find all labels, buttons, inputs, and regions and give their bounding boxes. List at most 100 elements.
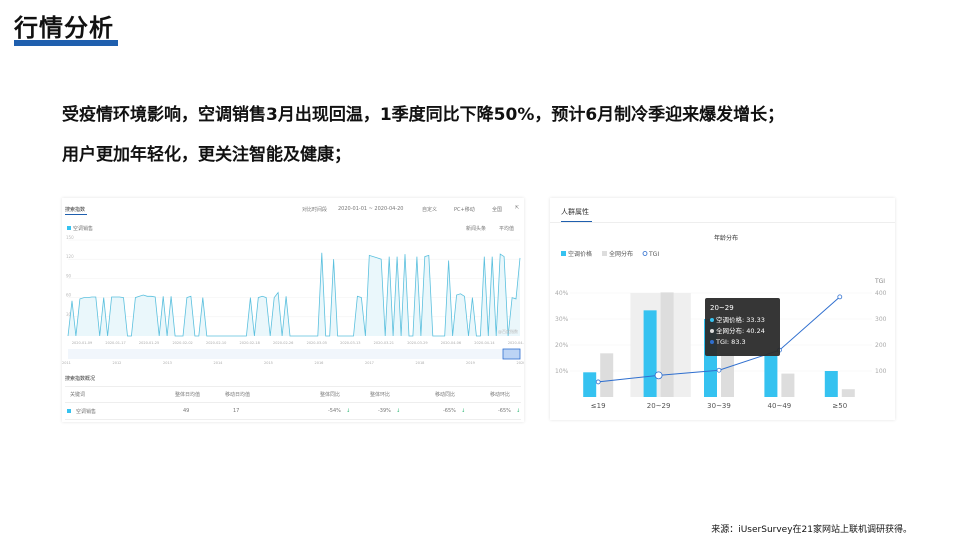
y-tick-label: 30% [555, 316, 569, 323]
region-select[interactable]: 全国 [492, 207, 503, 213]
summary-line-1: 受疫情环境影响，空调销售3月出现回温，1季度同比下降50%，预计6月制冷季迎来爆… [62, 105, 785, 125]
summary-table: 关键词 整体日均值 移动日均值 整体同比 整体环比 移动同比 移动环比 空调销售 49 17 -54… [65, 386, 521, 420]
tooltip-item: 空调价格: 33.33 [716, 315, 765, 324]
source-note: 来源：iUserSurvey在21家网站上联机调研获得。 [711, 525, 912, 535]
tooltip-dot [710, 318, 714, 322]
bar-b [841, 389, 855, 397]
compare-checkbox[interactable]: 对比时间段 [302, 207, 328, 213]
tab-crowd-attribute[interactable]: 人群属性 [561, 208, 589, 216]
year-label: 2016 [315, 361, 324, 365]
x-tick-label: 2020-03-21 [374, 341, 394, 345]
news-checkbox[interactable]: 新闻头条 [466, 226, 487, 232]
table-header: 关键词 [70, 392, 86, 398]
tooltip-item: 全网分布: 40.24 [716, 326, 765, 335]
legend-swatch [602, 251, 607, 256]
series-area [68, 252, 520, 336]
table-header: 移动环比 [490, 392, 511, 398]
y-tick-label: 10% [555, 368, 569, 375]
x-tick-label: ≤19 [591, 402, 606, 410]
x-tick-label: 20~29 [647, 402, 671, 410]
bar-b [660, 292, 674, 397]
tooltip-dot [710, 340, 714, 344]
y-tick-label: 120 [66, 254, 74, 259]
down-arrow-icon: ↓ [461, 408, 466, 414]
mode-select[interactable]: 自定义 [422, 207, 438, 213]
table-cell: -65% [498, 408, 511, 414]
legend-swatch [67, 409, 71, 413]
x-tick-label: 2020-04-20 [508, 341, 524, 345]
year-label: 2020 [517, 361, 525, 365]
summary-line-2: 用户更加年轻化，更关注智能及健康； [62, 145, 351, 165]
x-tick-label: 2020-03-13 [340, 341, 360, 345]
chart-title: 年龄分布 [714, 234, 738, 242]
legend-label[interactable]: 空调销售 [73, 226, 94, 232]
year-label: 2014 [214, 361, 224, 365]
x-tick-label: 40~49 [768, 402, 792, 410]
date-range[interactable]: 2020-01-01 ~ 2020-04-20 [338, 206, 404, 212]
divider [550, 222, 895, 223]
legend-label: 全网分布 [609, 250, 633, 258]
export-icon[interactable]: ⇱ [515, 205, 520, 211]
year-label: 2013 [163, 361, 172, 365]
bar-a [764, 355, 778, 397]
crowd-attribute-screenshot: 人群属性 年龄分布 空调价格 全网分布 TGI TGI 10% 100 20% 200 30% 30… [550, 198, 895, 420]
tgi-point [837, 294, 843, 300]
bar-b [721, 352, 734, 397]
y-tick-label: 30 [66, 312, 72, 317]
bar-a [643, 310, 657, 397]
year-label: 2015 [264, 361, 273, 365]
watermark: @百度指数 [498, 328, 518, 334]
tab-underline [561, 221, 592, 222]
tooltip-title: 20~29 [710, 304, 734, 312]
legend-swatch [561, 251, 566, 256]
summary-title: 搜索指数概况 [65, 376, 96, 382]
table-header: 整体日均值 [175, 392, 201, 398]
slide-title: 行情分析 [14, 14, 114, 42]
x-tick-label: 2020-04-14 [474, 341, 495, 345]
table-header: 移动日均值 [225, 392, 251, 398]
x-tick-label: 2020-04-06 [441, 341, 461, 345]
hover-highlight [630, 293, 691, 397]
bar-a [824, 371, 838, 397]
x-tick-label: ≥50 [832, 402, 847, 410]
legend-label: TGI [648, 251, 659, 258]
bar-b [781, 373, 795, 397]
tgi-point [654, 371, 663, 380]
y2-tick-label: 100 [875, 368, 887, 375]
x-tick-label: 2020-03-29 [407, 341, 427, 345]
tab-search-index[interactable]: 搜索指数 [65, 207, 86, 213]
x-tick-label: 2020-03-05 [307, 341, 327, 345]
avg-checkbox[interactable]: 平均值 [499, 226, 515, 232]
table-cell: 空调销售 [76, 409, 97, 415]
y-tick-label: 40% [555, 290, 569, 297]
table-cell: -39% [378, 408, 391, 414]
table-header: 整体同比 [320, 392, 341, 398]
legend-marker [642, 251, 648, 256]
year-label: 2011 [62, 361, 71, 365]
x-tick-label: 2020-02-26 [273, 341, 293, 345]
device-select[interactable]: PC+移动 [454, 207, 475, 213]
y2-tick-label: 200 [875, 342, 887, 349]
tooltip-item: TGI: 83.3 [715, 338, 746, 346]
x-tick-label: 2020-01-09 [72, 341, 92, 345]
range-slider-handle[interactable] [502, 348, 521, 360]
bar-b [600, 353, 614, 397]
y-tick-label: 150 [66, 235, 74, 240]
year-label: 2018 [416, 361, 425, 365]
y2-tick-label: 400 [875, 290, 887, 297]
range-slider-track [68, 349, 520, 359]
table-cell: -54% [328, 408, 341, 414]
year-label: 2012 [113, 361, 122, 365]
tgi-point [595, 379, 601, 385]
down-arrow-icon: ↓ [396, 408, 401, 414]
table-cell: 17 [233, 408, 240, 414]
table-header: 整体环比 [370, 392, 391, 398]
x-tick-label: 2020-02-18 [240, 341, 260, 345]
table-header: 移动同比 [435, 392, 456, 398]
search-index-screenshot: 搜索指数 对比时间段 2020-01-01 ~ 2020-04-20 自定义 P… [62, 198, 524, 422]
series-line [67, 252, 521, 337]
tab-underline [65, 214, 87, 215]
title-underline [14, 40, 118, 46]
tooltip-dot [710, 329, 714, 333]
